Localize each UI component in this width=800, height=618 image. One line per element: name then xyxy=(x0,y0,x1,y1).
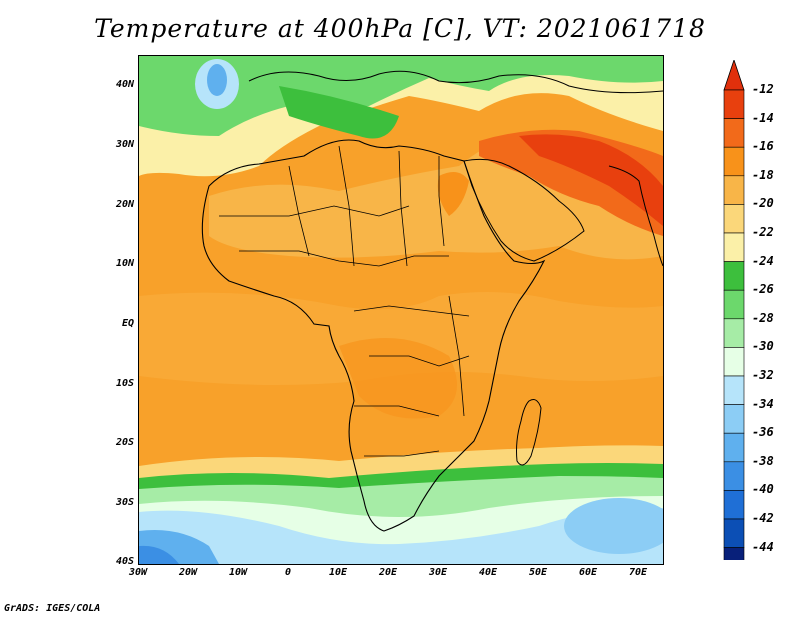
colorbar-cell xyxy=(723,518,745,548)
border-algeria-niger xyxy=(338,145,355,267)
colorbar-cell xyxy=(723,204,745,234)
colorbar-tick-label: -20 xyxy=(752,196,774,211)
colorbar-tick-label: -38 xyxy=(752,453,774,468)
lon-label-0: 0 xyxy=(284,567,292,578)
colorbar-tick-label: -12 xyxy=(752,82,774,96)
border-libya-chad xyxy=(398,150,408,267)
colorbar-cell xyxy=(723,175,745,205)
border-central-africa xyxy=(353,305,470,317)
egypt-warm xyxy=(437,172,469,216)
map-title: Temperature at 400hPa [C], VT: 202106171… xyxy=(94,14,706,43)
border-namibia-botswana xyxy=(364,450,440,457)
lon-label-60e: 60E xyxy=(578,567,598,578)
colorbar-cell xyxy=(723,118,745,148)
lon-label-70e: 70E xyxy=(628,567,648,578)
central-africa-patch xyxy=(339,338,457,419)
lon-label-10w: 10W xyxy=(228,567,248,578)
lon-label-20w: 20W xyxy=(178,567,198,578)
lat-label-30s: 30S xyxy=(115,497,134,508)
colorbar-cell xyxy=(723,289,745,320)
border-egypt-sudan xyxy=(438,156,445,247)
lon-label-30w: 30W xyxy=(128,567,148,578)
colorbar-tick-label: -36 xyxy=(752,425,774,440)
middle-east-hottest xyxy=(519,134,663,226)
colorbar-cell xyxy=(723,375,745,405)
border-sahel-south xyxy=(239,250,449,267)
colorbar-over-triangle xyxy=(723,60,745,91)
colorbar-tick-label: -18 xyxy=(752,167,774,182)
africa-coastline xyxy=(201,139,546,532)
colorbar-cell xyxy=(723,89,745,119)
colorbar-tick-label: -40 xyxy=(752,482,774,497)
temperature-field xyxy=(139,56,663,564)
lat-label-40n: 40N xyxy=(115,79,134,90)
band-minus-24-north xyxy=(279,86,399,139)
tropical-band xyxy=(139,292,663,385)
lon-label-30e: 30E xyxy=(428,567,448,578)
lat-label-10n: 10N xyxy=(115,258,134,269)
country-borders xyxy=(219,145,470,457)
lon-label-10e: 10E xyxy=(328,567,348,578)
credit-label: GrADS: IGES/COLA xyxy=(4,603,101,614)
colorbar-cell xyxy=(723,490,745,520)
border-congo xyxy=(369,355,470,367)
colorbar-tick-label: -16 xyxy=(752,139,774,154)
colorbar-tick-label: -42 xyxy=(752,511,774,525)
coldest-corner xyxy=(139,545,179,564)
colorbar-cell xyxy=(723,461,745,491)
border-mauritania-mali xyxy=(288,165,310,257)
lat-label-eq: EQ xyxy=(121,318,134,329)
colorbar-tick-label: -26 xyxy=(752,282,774,297)
border-east-africa xyxy=(448,295,465,417)
colorbar-cell xyxy=(723,261,745,291)
lon-label-40e: 40E xyxy=(478,567,498,578)
lon-label-50e: 50E xyxy=(528,567,548,578)
colorbar-cell xyxy=(723,432,745,463)
colorbar-cell xyxy=(723,404,745,434)
temperature-map xyxy=(138,55,664,565)
india-coastline xyxy=(608,165,663,267)
band-minus-32 xyxy=(139,507,663,564)
colorbar-tick-label: -14 xyxy=(752,110,774,125)
colorbar xyxy=(723,60,745,560)
madagascar-outline xyxy=(516,399,542,466)
colorbar-cell xyxy=(723,146,745,177)
lat-label-20n: 20N xyxy=(115,199,134,210)
lon-label-20e: 20E xyxy=(378,567,398,578)
cold-core-north xyxy=(207,64,227,96)
colorbar-tick-label: -30 xyxy=(752,339,774,354)
lat-label-10s: 10S xyxy=(115,378,134,389)
colorbar-tick-label: -24 xyxy=(752,253,774,268)
colorbar-tick-label: -32 xyxy=(752,368,774,382)
lat-label-40s: 40S xyxy=(115,556,134,567)
colorbar-tick-label: -22 xyxy=(752,225,774,239)
colorbar-tick-label: -44 xyxy=(752,539,774,554)
colorbar-cell xyxy=(723,232,745,262)
arabia-outline xyxy=(463,158,585,262)
colorbar-cell xyxy=(723,547,745,560)
colorbar-tick-label: -34 xyxy=(752,396,774,411)
lat-label-20s: 20S xyxy=(115,437,134,448)
europe-coastline xyxy=(248,70,663,94)
colorbar-cell xyxy=(723,347,745,377)
cold-pool-southeast xyxy=(564,498,663,554)
band-minus-26-north xyxy=(139,56,663,136)
lat-label-30n: 30N xyxy=(115,139,134,150)
colorbar-tick-label: -28 xyxy=(752,310,774,325)
border-sahel-north xyxy=(219,205,410,217)
colorbar-cell xyxy=(723,318,745,348)
border-angola-zambia xyxy=(354,405,440,417)
